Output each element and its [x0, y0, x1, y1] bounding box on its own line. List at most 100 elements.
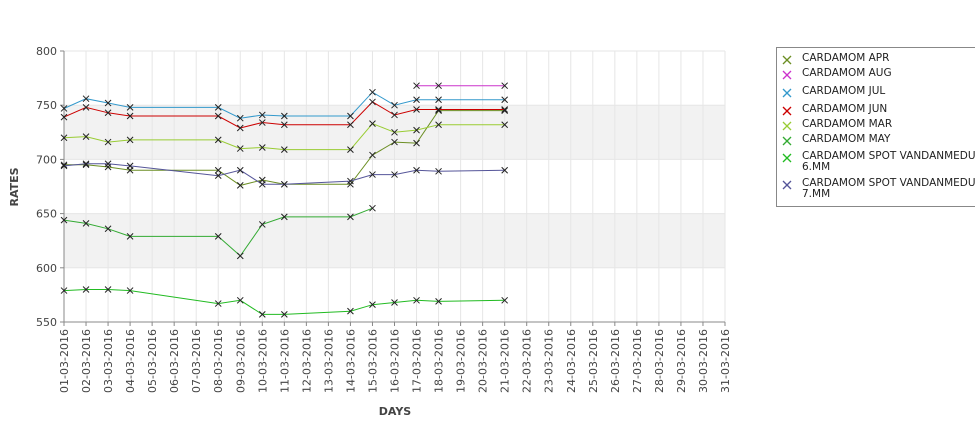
legend-marker-icon [782, 136, 792, 146]
data-point [391, 128, 398, 136]
data-point [258, 311, 266, 318]
legend-item[interactable]: CARDAMOM APR [777, 53, 889, 65]
legend-marker-icon [782, 88, 792, 98]
x-tick-label: 07-03-2016 [190, 329, 203, 393]
x-tick-label: 17-03-2016 [411, 329, 424, 393]
series-2 [413, 82, 509, 90]
series-line [64, 110, 505, 186]
legend-label: CARDAMOM SPOT VANDANMEDU 7.MM [802, 177, 975, 200]
x-tick-label: 21-03-2016 [499, 329, 512, 393]
data-point [82, 104, 90, 111]
y-tick-label: 650 [36, 208, 57, 221]
legend-marker-icon [782, 180, 792, 190]
data-point [236, 296, 244, 304]
legend-marker-icon [782, 121, 792, 131]
x-tick-label: 08-03-2016 [212, 329, 225, 393]
x-tick-label: 18-03-2016 [433, 329, 446, 393]
y-axis-title: RATES [8, 167, 21, 206]
data-point [501, 82, 509, 90]
data-point [126, 287, 134, 294]
series-6 [60, 204, 376, 260]
legend-item[interactable]: CARDAMOM MAY [777, 134, 890, 146]
legend-label: CARDAMOM APR [802, 52, 890, 64]
data-point [104, 138, 112, 146]
data-point [391, 138, 398, 146]
data-point [413, 126, 420, 134]
series-line [63, 289, 505, 315]
data-point [391, 111, 398, 119]
data-point [413, 96, 420, 104]
y-tick-label: 750 [36, 99, 57, 112]
legend-item[interactable]: CARDAMOM AUG [777, 68, 892, 80]
series-line [63, 91, 505, 119]
x-tick-label: 05-03-2016 [146, 329, 159, 393]
data-point [413, 82, 420, 90]
data-point [214, 104, 222, 111]
x-tick-label: 27-03-2016 [631, 329, 644, 393]
legend-item[interactable]: CARDAMOM JUN [777, 104, 887, 116]
data-point [60, 161, 68, 169]
x-tick-label: 22-03-2016 [521, 329, 534, 393]
data-point [60, 216, 68, 224]
x-tick-labels: 01-03-2016 02-03-2016 03-03-2016 04-03-2016… [58, 329, 732, 393]
data-point [126, 136, 134, 144]
data-point [501, 166, 509, 174]
data-point [280, 146, 288, 153]
legend-marker-icon [782, 55, 792, 65]
data-point [258, 221, 266, 228]
y-tick-label: 600 [36, 262, 57, 275]
legend-item[interactable]: CARDAMOM MAR [777, 119, 892, 131]
x-tick-label: 11-03-2016 [278, 329, 291, 393]
x-tick-label: 29-03-2016 [675, 329, 688, 393]
data-point [280, 112, 288, 120]
data-point [347, 121, 354, 129]
x-tick-label: 31-03-2016 [719, 329, 732, 393]
data-point [347, 307, 354, 315]
data-point [501, 96, 509, 104]
legend-item[interactable]: CARDAMOM SPOT VANDANMEDU 6.MM [777, 151, 975, 173]
data-point [82, 133, 90, 140]
data-point [82, 95, 90, 103]
data-point [214, 172, 222, 180]
series-4 [60, 98, 509, 132]
data-point [82, 286, 90, 293]
axes [60, 50, 726, 326]
data-point [347, 213, 354, 221]
x-tick-label: 13-03-2016 [322, 329, 335, 393]
legend-label: CARDAMOM JUL [802, 85, 886, 97]
x-tick-label: 10-03-2016 [256, 329, 269, 393]
y-tick-label: 800 [36, 45, 57, 58]
data-point [258, 144, 266, 151]
legend-label: CARDAMOM SPOT VANDANMEDU 6.MM [802, 150, 975, 173]
data-point [435, 167, 442, 175]
data-point [413, 139, 420, 147]
series-line [63, 123, 505, 151]
data-point [258, 111, 266, 119]
data-point [369, 151, 376, 159]
x-tick-label: 01-03-2016 [58, 329, 71, 393]
data-point [236, 166, 244, 174]
data-point [413, 166, 420, 174]
data-point [126, 112, 134, 120]
y-tick-labels: 550 600 650 700 750 800 [36, 45, 57, 329]
data-point [280, 311, 288, 318]
data-point [214, 112, 222, 120]
data-point [280, 121, 288, 129]
series-line [63, 163, 505, 185]
legend-item[interactable]: CARDAMOM SPOT VANDANMEDU 7.MM [777, 178, 975, 200]
x-tick-label: 28-03-2016 [653, 329, 666, 393]
data-point [501, 296, 509, 304]
data-point [391, 171, 398, 178]
x-tick-label: 20-03-2016 [477, 329, 490, 393]
data-point [501, 107, 509, 114]
data-point [369, 98, 376, 106]
legend-item[interactable]: CARDAMOM JUL [777, 86, 885, 98]
data-point [236, 252, 244, 260]
data-point [126, 162, 134, 170]
data-point [435, 106, 442, 113]
x-tick-label: 06-03-2016 [168, 329, 181, 393]
data-point [214, 136, 222, 144]
data-point [435, 96, 442, 104]
data-point [214, 166, 222, 174]
